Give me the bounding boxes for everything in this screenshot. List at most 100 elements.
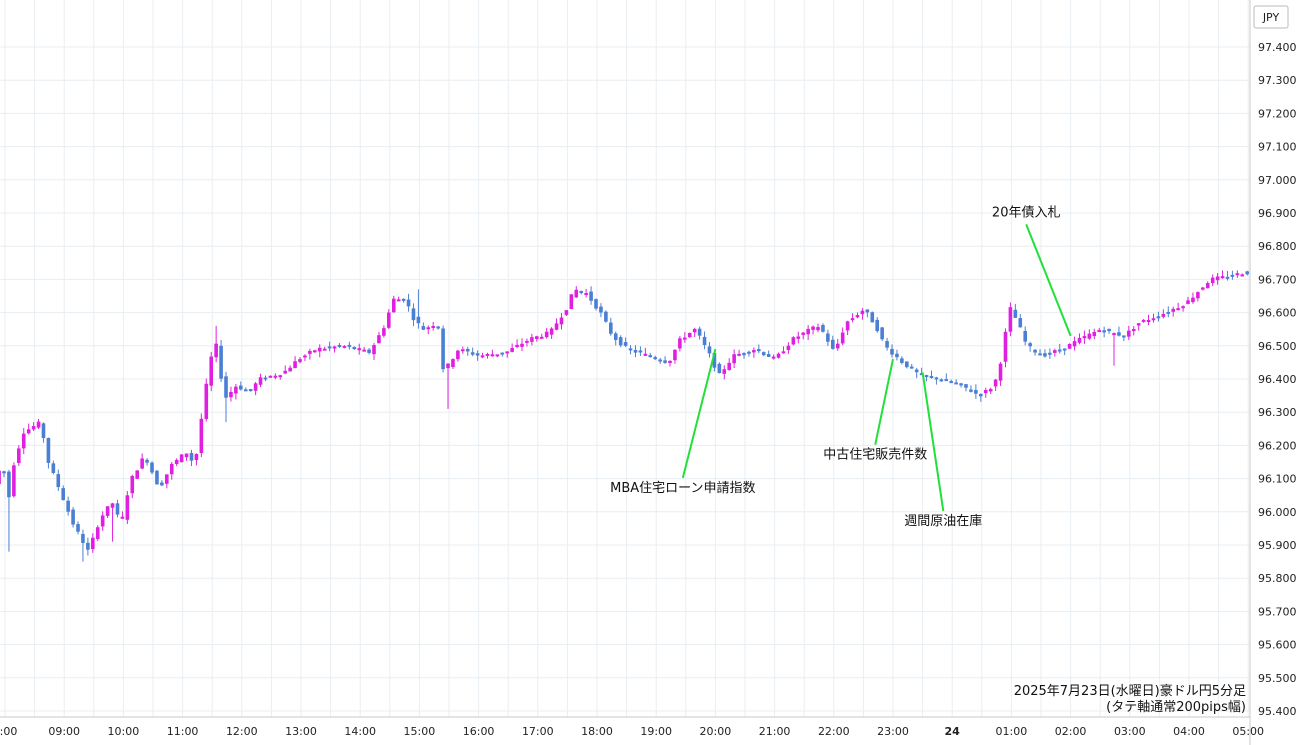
candle-body-bearish <box>1023 330 1028 342</box>
candle-body-bullish <box>1191 297 1195 303</box>
candle-body-bullish <box>317 347 322 352</box>
candle-body-bearish <box>638 350 643 353</box>
candle-body-bearish <box>51 463 56 473</box>
candle-body-bullish <box>643 353 648 356</box>
x-tick-label: 15:00 <box>404 725 436 738</box>
x-tick-label: 05:00 <box>1232 725 1264 738</box>
candle-body-bearish <box>219 345 223 379</box>
candle-body-bullish <box>485 353 490 356</box>
candle-body-bullish <box>998 363 1003 381</box>
candle-body-bullish <box>574 289 579 298</box>
x-tick-label: 8:00 <box>0 725 17 738</box>
candle-body-bullish <box>431 325 436 328</box>
candle-body-bullish <box>510 348 514 352</box>
candle-body-bearish <box>599 306 603 313</box>
candle-body-bullish <box>362 349 366 352</box>
x-tick-label: 18:00 <box>581 725 613 738</box>
candle-body-bullish <box>1072 341 1077 347</box>
y-tick-label: 97.200 <box>1258 107 1297 120</box>
candle-body-bullish <box>110 503 115 508</box>
candle-body-bullish <box>1176 308 1180 311</box>
candle-body-bullish <box>771 356 776 359</box>
candle-body-bearish <box>924 375 929 378</box>
y-tick-label: 96.000 <box>1258 506 1297 519</box>
candle-body-bullish <box>801 332 806 335</box>
candle-body-bullish <box>850 318 855 321</box>
candle-body-bearish <box>880 327 884 340</box>
candle-body-bullish <box>391 298 396 313</box>
candle-body-bearish <box>76 524 80 532</box>
candle-body-bearish <box>761 352 766 356</box>
candle-body-bearish <box>613 333 618 340</box>
candle-body-bearish <box>367 349 371 353</box>
candle-body-bearish <box>1225 276 1230 279</box>
candle-body-bullish <box>184 453 189 458</box>
candle-body-bearish <box>944 379 949 382</box>
candle-body-bearish <box>1038 353 1042 356</box>
candle-body-bullish <box>456 350 460 360</box>
candle-body-bearish <box>747 351 751 354</box>
candle-body-bearish <box>56 474 61 488</box>
candle-body-bearish <box>909 366 914 369</box>
y-tick-label: 96.300 <box>1258 406 1297 419</box>
candle-body-bullish <box>268 375 273 378</box>
candle-body-bearish <box>1057 349 1062 352</box>
candle-body-bearish <box>1156 316 1161 319</box>
candle-body-bullish <box>1097 330 1102 333</box>
candle-body-bearish <box>826 333 830 342</box>
candle-body-bullish <box>776 353 781 358</box>
candle-body-bullish <box>811 326 815 330</box>
candle-body-bearish <box>406 299 411 307</box>
candle-body-bullish <box>382 328 386 336</box>
candle-body-bearish <box>189 453 194 461</box>
candle-body-bullish <box>1077 337 1082 343</box>
candle-body-bullish <box>387 312 391 328</box>
candle-body-bullish <box>313 350 317 353</box>
candle-body-bearish <box>239 385 243 390</box>
candle-body-bullish <box>1161 313 1166 317</box>
candle-body-bullish <box>1235 273 1240 276</box>
candle-body-bearish <box>1245 271 1250 275</box>
candle-body-bearish <box>86 542 90 550</box>
candle-body-bullish <box>446 363 450 369</box>
candle-body-bullish <box>855 315 860 318</box>
x-tick-label: 04:00 <box>1173 725 1205 738</box>
candle-body-bearish <box>959 383 963 386</box>
candle-body-bullish <box>515 344 519 347</box>
x-tick-label: 10:00 <box>108 725 140 738</box>
candle-body-bullish <box>806 328 810 335</box>
candle-body-bullish <box>668 360 672 364</box>
candle-body-bearish <box>1230 274 1235 277</box>
candle-body-bullish <box>332 346 337 349</box>
candle-body-bullish <box>194 454 199 461</box>
candle-body-bullish <box>564 310 569 315</box>
candle-body-bullish <box>120 516 125 519</box>
candle-body-bearish <box>589 291 593 301</box>
candle-body-bearish <box>1107 328 1111 332</box>
x-tick-label: 20:00 <box>700 725 732 738</box>
candle-body-bullish <box>692 328 697 333</box>
candle-body-bearish <box>633 349 638 353</box>
candle-body-bullish <box>544 331 549 338</box>
candle-body-bullish <box>357 348 362 351</box>
candle-body-bearish <box>895 353 899 358</box>
y-tick-label: 96.900 <box>1258 207 1297 220</box>
y-tick-label: 96.700 <box>1258 273 1297 286</box>
candle-body-bullish <box>584 293 588 296</box>
candle-body-bullish <box>1146 320 1151 323</box>
y-tick-label: 95.400 <box>1258 705 1297 718</box>
y-tick-label: 95.700 <box>1258 605 1297 618</box>
candle-body-bearish <box>766 354 771 357</box>
candle-body-bearish <box>663 360 667 363</box>
candle-body-bullish <box>1082 336 1087 339</box>
candle-body-bullish <box>683 337 687 340</box>
candle-body-bullish <box>988 389 993 392</box>
candle-body-bearish <box>653 357 658 360</box>
candle-body-bullish <box>860 310 865 315</box>
candle-body-bearish <box>71 509 75 525</box>
candle-body-bullish <box>91 537 95 550</box>
candle-body-bullish <box>209 356 214 386</box>
candle-body-bearish <box>421 326 426 330</box>
candle-body-bullish <box>140 458 144 469</box>
candle-body-bullish <box>1136 323 1141 326</box>
